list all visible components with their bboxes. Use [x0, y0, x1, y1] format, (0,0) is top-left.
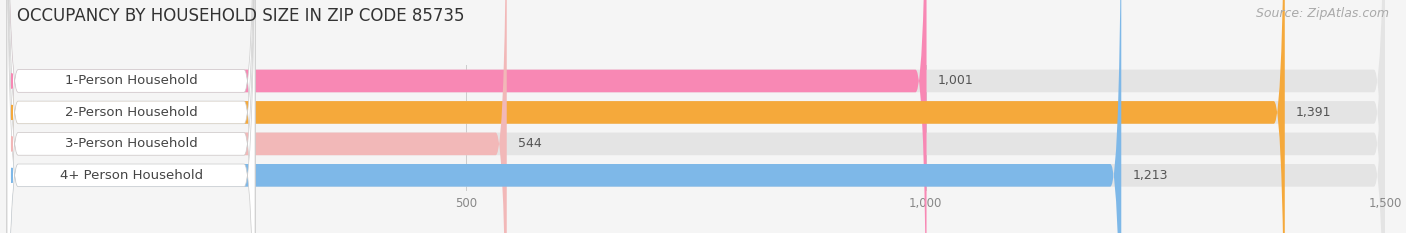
Text: 1-Person Household: 1-Person Household	[65, 75, 198, 87]
FancyBboxPatch shape	[7, 0, 506, 233]
FancyBboxPatch shape	[7, 0, 1385, 233]
Text: 3-Person Household: 3-Person Household	[65, 137, 198, 150]
Text: 4+ Person Household: 4+ Person Household	[59, 169, 202, 182]
FancyBboxPatch shape	[7, 0, 927, 233]
FancyBboxPatch shape	[7, 0, 254, 233]
FancyBboxPatch shape	[7, 0, 254, 233]
Text: Source: ZipAtlas.com: Source: ZipAtlas.com	[1256, 7, 1389, 20]
FancyBboxPatch shape	[7, 0, 1285, 233]
FancyBboxPatch shape	[7, 0, 254, 233]
FancyBboxPatch shape	[7, 0, 1385, 233]
Text: 1,391: 1,391	[1296, 106, 1331, 119]
FancyBboxPatch shape	[7, 0, 1121, 233]
Text: 544: 544	[517, 137, 541, 150]
FancyBboxPatch shape	[7, 0, 1385, 233]
FancyBboxPatch shape	[7, 0, 254, 233]
FancyBboxPatch shape	[7, 0, 1385, 233]
Text: OCCUPANCY BY HOUSEHOLD SIZE IN ZIP CODE 85735: OCCUPANCY BY HOUSEHOLD SIZE IN ZIP CODE …	[17, 7, 464, 25]
Text: 2-Person Household: 2-Person Household	[65, 106, 198, 119]
Text: 1,213: 1,213	[1132, 169, 1168, 182]
Text: 1,001: 1,001	[938, 75, 973, 87]
